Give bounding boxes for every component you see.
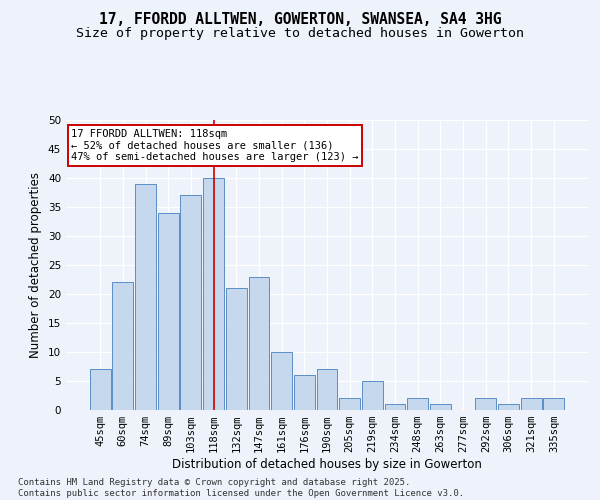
Bar [135, 184, 156, 410]
Bar [407, 398, 428, 410]
Text: 17 FFORDD ALLTWEN: 118sqm
← 52% of detached houses are smaller (136)
47% of semi: 17 FFORDD ALLTWEN: 118sqm ← 52% of detac… [71, 128, 359, 162]
Bar [226, 288, 247, 410]
Bar [339, 398, 360, 410]
Bar [544, 398, 564, 410]
Bar [248, 276, 269, 410]
Bar [158, 213, 179, 410]
Bar [362, 381, 383, 410]
Y-axis label: Number of detached properties: Number of detached properties [29, 172, 43, 358]
Text: Contains HM Land Registry data © Crown copyright and database right 2025.
Contai: Contains HM Land Registry data © Crown c… [18, 478, 464, 498]
Bar [294, 375, 315, 410]
Bar [181, 196, 202, 410]
Bar [271, 352, 292, 410]
Bar [203, 178, 224, 410]
Bar [475, 398, 496, 410]
Bar [498, 404, 519, 410]
Bar [90, 370, 110, 410]
X-axis label: Distribution of detached houses by size in Gowerton: Distribution of detached houses by size … [172, 458, 482, 471]
Bar [430, 404, 451, 410]
Bar [521, 398, 542, 410]
Bar [112, 282, 133, 410]
Text: Size of property relative to detached houses in Gowerton: Size of property relative to detached ho… [76, 28, 524, 40]
Text: 17, FFORDD ALLTWEN, GOWERTON, SWANSEA, SA4 3HG: 17, FFORDD ALLTWEN, GOWERTON, SWANSEA, S… [99, 12, 501, 28]
Bar [385, 404, 406, 410]
Bar [317, 370, 337, 410]
